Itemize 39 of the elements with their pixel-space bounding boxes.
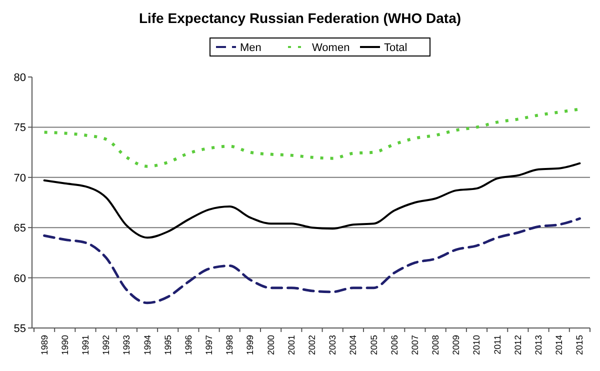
x-tick-label: 1997 xyxy=(204,335,214,356)
x-tick-label: 2002 xyxy=(307,335,317,356)
line-series xyxy=(43,217,581,304)
x-tick-label: 2009 xyxy=(451,335,462,356)
line-series xyxy=(43,162,581,239)
x-tick-label: 2013 xyxy=(534,335,544,356)
x-tick-label: 1996 xyxy=(183,335,194,356)
x-tick-label: 2011 xyxy=(492,335,502,354)
x-tick-label: 2005 xyxy=(368,335,379,356)
y-tick-label: 75 xyxy=(14,122,26,134)
x-tick-label: 2015 xyxy=(574,335,585,356)
x-tick-label: 1998 xyxy=(224,335,235,356)
x-tick-label: 2006 xyxy=(389,335,400,356)
y-tick-label: 60 xyxy=(14,272,26,285)
x-tick-label: 2014 xyxy=(554,335,564,356)
x-tick-label: 1994 xyxy=(142,335,152,356)
x-tick-label: 1990 xyxy=(60,335,70,356)
chart-title: Life Expectancy Russian Federation (WHO Data) xyxy=(138,10,462,26)
x-tick-label: 2000 xyxy=(266,335,276,356)
x-tick-label: 1989 xyxy=(39,335,50,356)
x-tick-label: 2001 xyxy=(286,335,296,356)
x-tick-label: 2010 xyxy=(472,335,482,356)
x-tick-label: 1995 xyxy=(162,335,173,356)
x-tick-label: 2012 xyxy=(512,335,523,356)
x-tick-label: 2007 xyxy=(410,335,420,356)
y-tick-label: 55 xyxy=(14,323,26,335)
legend-label: Men xyxy=(240,42,262,54)
legend-label: Women xyxy=(312,42,350,54)
x-tick-label: 2008 xyxy=(430,335,441,356)
x-tick-label: 2004 xyxy=(348,335,358,356)
legend-label: Total xyxy=(384,42,408,54)
x-tick-label: 1999 xyxy=(245,335,256,356)
x-tick-label: 1993 xyxy=(122,335,132,356)
y-tick-label: 80 xyxy=(14,72,26,84)
x-tick-label: 2003 xyxy=(328,335,338,356)
x-tick-label: 1991 xyxy=(80,335,90,356)
y-tick-label: 65 xyxy=(14,222,26,235)
x-tick-label: 1992 xyxy=(101,335,112,356)
y-tick-label: 70 xyxy=(14,172,26,184)
